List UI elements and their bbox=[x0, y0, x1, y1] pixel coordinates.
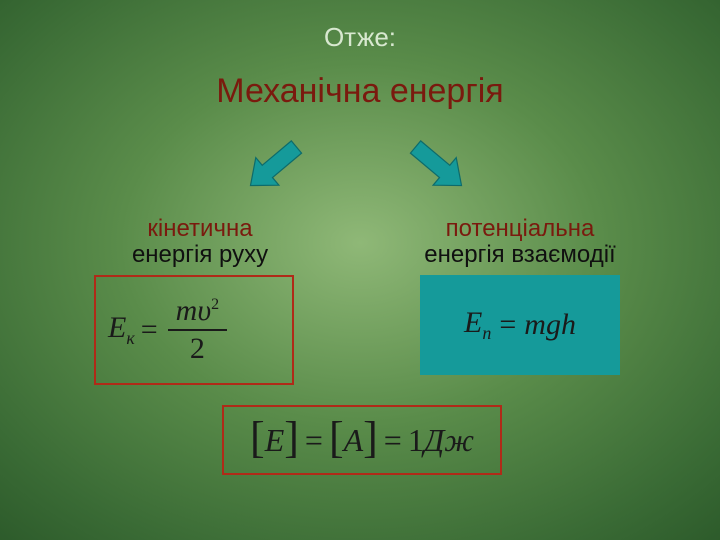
ke-E: E bbox=[108, 311, 126, 344]
pretitle-text: Отже: bbox=[0, 22, 720, 53]
potential-title: потенціальна bbox=[400, 215, 640, 243]
lbracket2: [ bbox=[329, 412, 344, 463]
ke-num: mυ2 bbox=[168, 293, 227, 329]
arrow-left-shape bbox=[239, 133, 308, 199]
ke-eq: = bbox=[135, 313, 164, 347]
ke-v: υ bbox=[197, 294, 211, 327]
rbracket1: ] bbox=[284, 412, 299, 463]
ke-exp: 2 bbox=[211, 296, 219, 313]
page-title: Механічна енергія bbox=[0, 72, 720, 111]
rbracket2: ] bbox=[363, 412, 378, 463]
arrow-right bbox=[392, 130, 482, 210]
ke-m: m bbox=[176, 294, 198, 327]
unit-eq1: = bbox=[299, 422, 329, 459]
kinetic-formula-box: Eк = mυ2 2 bbox=[94, 275, 294, 385]
branch-kinetic: кінетична енергія руху bbox=[80, 215, 320, 269]
potential-formula: En = mgh bbox=[420, 275, 620, 375]
unit-joule: Дж bbox=[424, 422, 474, 459]
kinetic-title: кінетична bbox=[80, 215, 320, 243]
unit-A: A bbox=[344, 422, 364, 459]
ke-fraction: mυ2 2 bbox=[168, 293, 227, 367]
pe-eq: = bbox=[491, 308, 524, 342]
unit-eq2: = bbox=[378, 422, 408, 459]
kinetic-formula: Eк = mυ2 2 bbox=[108, 277, 304, 383]
ke-den: 2 bbox=[182, 331, 213, 367]
arrow-right-shape bbox=[404, 133, 473, 199]
potential-formula-box: En = mgh bbox=[420, 275, 620, 375]
pe-E: E bbox=[464, 306, 482, 339]
pe-sub: n bbox=[482, 323, 491, 343]
pe-rhs: mgh bbox=[524, 308, 576, 342]
lbracket1: [ bbox=[250, 412, 265, 463]
potential-subtitle: енергія взаємодії bbox=[400, 241, 640, 269]
unit-equation-box: [E] = [A] = 1Дж bbox=[222, 405, 502, 475]
arrow-left bbox=[230, 130, 320, 210]
unit-E: E bbox=[265, 422, 285, 459]
kinetic-subtitle: енергія руху bbox=[80, 241, 320, 269]
unit-one: 1 bbox=[408, 422, 424, 459]
branch-potential: потенціальна енергія взаємодії bbox=[400, 215, 640, 269]
ke-sub: к bbox=[126, 328, 134, 348]
